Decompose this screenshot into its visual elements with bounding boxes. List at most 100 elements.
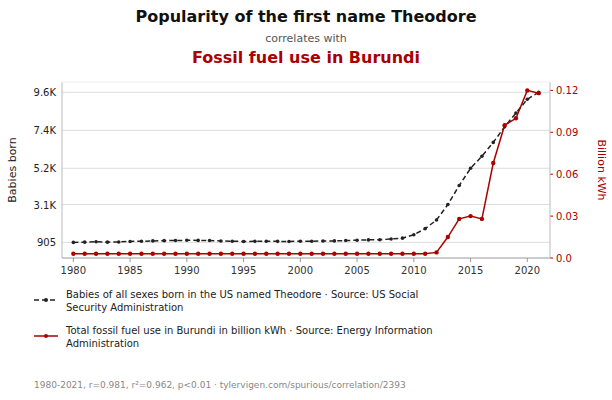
- point: [117, 252, 121, 256]
- x-tick-label: 2005: [344, 265, 369, 276]
- point: [526, 97, 530, 101]
- x-tick: [357, 258, 358, 262]
- x-tick-label: 2020: [515, 265, 540, 276]
- point: [106, 240, 110, 244]
- point: [469, 166, 473, 170]
- y-tick-label: 7.4K: [34, 125, 57, 136]
- x-tick: [130, 258, 131, 262]
- point: [321, 252, 325, 256]
- y2-axis: [550, 82, 551, 258]
- grid-line: [62, 130, 550, 131]
- point: [514, 116, 518, 120]
- point: [457, 217, 461, 221]
- point: [321, 239, 325, 243]
- point: [82, 252, 86, 256]
- point: [173, 252, 177, 256]
- y2-tick-label: 0.09: [556, 127, 578, 138]
- point: [401, 236, 405, 240]
- series-line: [73, 90, 538, 253]
- point: [72, 241, 76, 245]
- x-tick: [470, 258, 471, 262]
- x-tick-label: 1985: [117, 265, 142, 276]
- y2-tick-label: 0.12: [556, 85, 578, 96]
- point: [287, 252, 291, 256]
- point: [128, 240, 132, 244]
- x-tick-label: 1995: [231, 265, 256, 276]
- point: [264, 252, 268, 256]
- x-axis: [62, 258, 550, 259]
- y-axis: [62, 82, 63, 258]
- point: [400, 252, 404, 256]
- point: [196, 239, 200, 243]
- legend-marker: [44, 334, 48, 338]
- point: [276, 240, 280, 244]
- point: [491, 161, 495, 165]
- point: [446, 235, 450, 239]
- point: [525, 88, 529, 92]
- grid-line: [62, 168, 550, 169]
- point: [412, 252, 416, 256]
- plot-area: [71, 88, 541, 256]
- point: [253, 240, 257, 244]
- point: [480, 217, 484, 221]
- x-tick-label: 2015: [458, 265, 483, 276]
- y2-tick-label: 0.0: [556, 253, 572, 264]
- y-tick-label: 905: [37, 237, 56, 248]
- legend-marker: [44, 298, 48, 302]
- point: [117, 240, 121, 244]
- grid-line: [62, 92, 550, 93]
- x-tick-label: 1990: [174, 265, 199, 276]
- point: [151, 239, 155, 243]
- point: [468, 214, 472, 218]
- point: [378, 238, 382, 242]
- grid-line: [62, 242, 550, 243]
- point: [423, 252, 427, 256]
- y-axis-label: Babies born: [6, 137, 19, 202]
- point: [480, 154, 484, 158]
- y2-tick-label: 0.03: [556, 211, 578, 222]
- point: [151, 252, 155, 256]
- point: [333, 239, 337, 243]
- point: [253, 252, 257, 256]
- point: [128, 252, 132, 256]
- point: [332, 252, 336, 256]
- point: [310, 239, 314, 243]
- y2-tick-label: 0.06: [556, 169, 578, 180]
- title: Fossil fuel use in Burundi: [192, 48, 420, 67]
- legend-entry: Babies of all sexes born in the US named…: [66, 289, 418, 313]
- point: [185, 239, 189, 243]
- point: [230, 252, 234, 256]
- series-line: [73, 92, 538, 242]
- point: [139, 252, 143, 256]
- subtitle: correlates with: [265, 32, 347, 45]
- y-tick-label: 9.6K: [34, 87, 57, 98]
- plot-frame: [62, 82, 550, 83]
- y-tick-label: 5.2K: [34, 163, 57, 174]
- point: [457, 184, 461, 188]
- x-tick-label: 2000: [288, 265, 313, 276]
- point: [435, 218, 439, 222]
- point: [412, 233, 416, 237]
- point: [71, 252, 75, 256]
- footer: 1980-2021, r=0.981, r²=0.962, p<0.01 · t…: [34, 380, 406, 390]
- point: [275, 252, 279, 256]
- point: [162, 252, 166, 256]
- point: [344, 239, 348, 243]
- point: [94, 240, 98, 244]
- point: [434, 250, 438, 254]
- chart: Popularity of the first name Theodorecor…: [0, 0, 612, 400]
- x-tick-label: 1980: [61, 265, 86, 276]
- point: [299, 239, 303, 243]
- point: [242, 240, 246, 244]
- point: [366, 252, 370, 256]
- point: [536, 91, 540, 95]
- point: [344, 252, 348, 256]
- grid: [62, 92, 550, 242]
- point: [367, 238, 371, 242]
- point: [241, 252, 245, 256]
- point: [298, 252, 302, 256]
- x-tick: [73, 258, 74, 262]
- point: [83, 240, 87, 244]
- point: [185, 252, 189, 256]
- x-tick: [186, 258, 187, 262]
